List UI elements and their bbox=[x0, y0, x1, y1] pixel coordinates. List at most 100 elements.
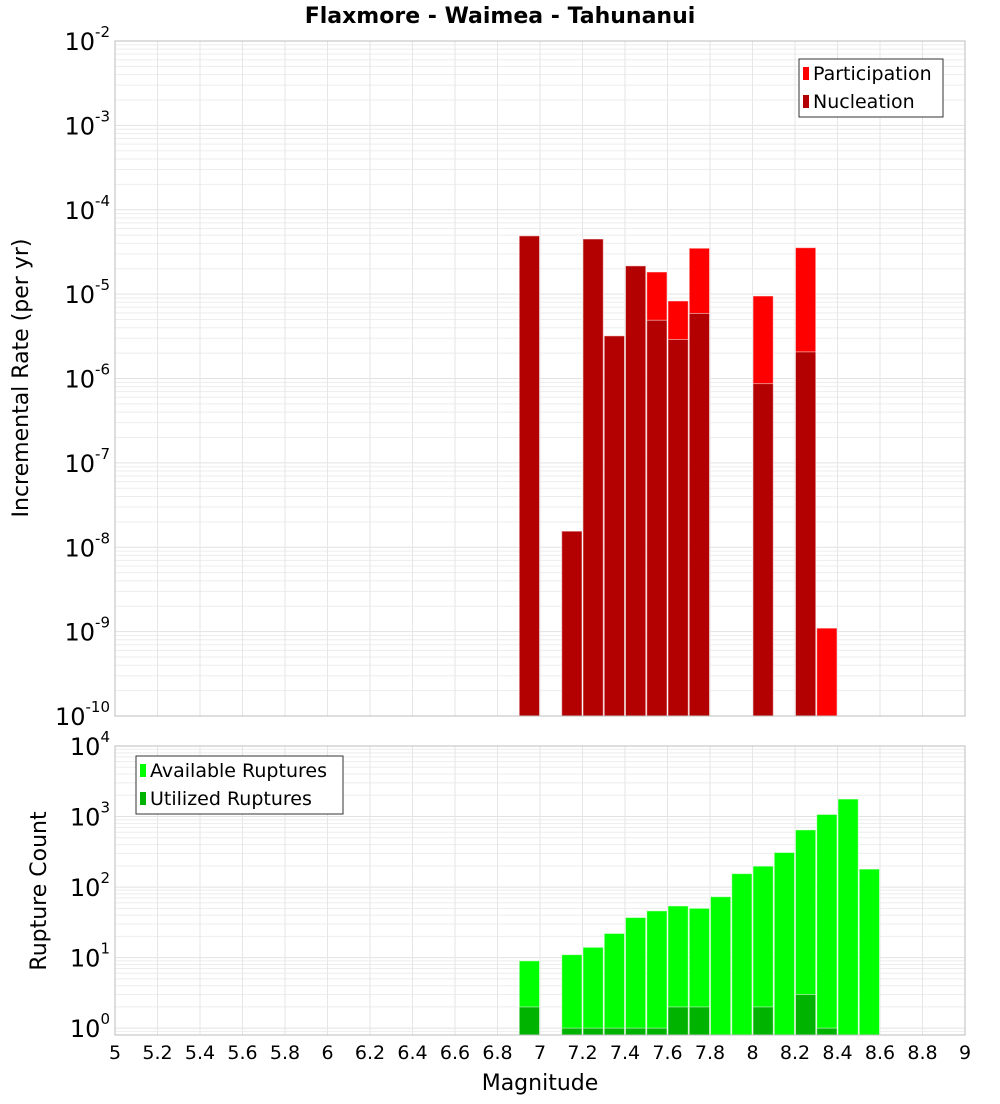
y-tick-base: 10 bbox=[64, 619, 95, 647]
y-tick-base: 10 bbox=[70, 1015, 101, 1043]
y-tick-label: 10-10 bbox=[55, 698, 110, 731]
y-tick-base: 10 bbox=[64, 281, 95, 309]
x-tick-label: 8.6 bbox=[865, 1042, 895, 1064]
x-tick-label: 9 bbox=[959, 1042, 971, 1064]
y-tick-exponent: 2 bbox=[100, 869, 110, 887]
y-tick-exponent: -4 bbox=[95, 192, 110, 210]
bar-nucleation bbox=[795, 351, 817, 717]
x-tick-label: 8.2 bbox=[780, 1042, 810, 1064]
bar-available-ruptures bbox=[561, 954, 583, 1036]
bar-participation bbox=[816, 627, 838, 717]
plot-frame bbox=[114, 40, 966, 717]
x-tick-label: 8.8 bbox=[907, 1042, 937, 1064]
legend-participation: Participation bbox=[813, 63, 932, 85]
y-tick-base: 10 bbox=[64, 450, 95, 478]
bar-utilized-ruptures bbox=[582, 1027, 604, 1036]
top-legend: Participation Nucleation bbox=[798, 58, 944, 118]
x-tick-label: 6.8 bbox=[482, 1042, 512, 1064]
y-tick-base: 10 bbox=[70, 804, 101, 832]
x-tick-label: 7 bbox=[534, 1042, 546, 1064]
bar-nucleation bbox=[646, 319, 668, 717]
bar-nucleation bbox=[561, 530, 583, 717]
chart-title: Flaxmore - Waimea - Tahunanui bbox=[305, 4, 696, 29]
nucleation-swatch bbox=[803, 95, 809, 108]
y-tick-base: 10 bbox=[64, 197, 95, 225]
x-tick-label: 7.2 bbox=[567, 1042, 597, 1064]
y-tick-label: 10-7 bbox=[64, 445, 110, 478]
y-tick-exponent: -6 bbox=[95, 361, 110, 379]
x-tick-label: 8 bbox=[746, 1042, 758, 1064]
bar-utilized-ruptures bbox=[625, 1027, 647, 1036]
y-tick-label: 104 bbox=[70, 728, 110, 761]
y-tick-base: 10 bbox=[55, 703, 86, 731]
y-tick-label: 10-5 bbox=[64, 276, 110, 309]
x-tick-label: 6.4 bbox=[397, 1042, 427, 1064]
y-tick-exponent: -5 bbox=[95, 276, 110, 294]
y-tick-exponent: 3 bbox=[100, 799, 110, 817]
legend-nucleation: Nucleation bbox=[813, 91, 915, 113]
bar-available-ruptures bbox=[731, 873, 753, 1036]
bottom-y-axis-label: Rupture Count bbox=[27, 811, 52, 971]
x-tick-label: 6.2 bbox=[355, 1042, 385, 1064]
top-legend-box bbox=[798, 58, 944, 118]
bar-available-ruptures bbox=[773, 852, 795, 1036]
bar-utilized-ruptures bbox=[816, 1027, 838, 1036]
y-tick-exponent: -3 bbox=[95, 107, 110, 125]
y-tick-exponent: -9 bbox=[95, 614, 110, 632]
y-tick-exponent: -10 bbox=[86, 698, 111, 716]
top-plot: 10-210-310-410-510-610-710-810-910-10 bbox=[55, 23, 966, 731]
participation-swatch bbox=[803, 67, 809, 80]
bar-utilized-ruptures bbox=[795, 994, 817, 1036]
y-tick-exponent: -2 bbox=[95, 23, 110, 41]
y-tick-exponent: -7 bbox=[95, 445, 110, 463]
bar-utilized-ruptures bbox=[518, 1006, 540, 1036]
bar-nucleation bbox=[625, 265, 647, 717]
bar-available-ruptures bbox=[582, 946, 604, 1036]
available-swatch bbox=[140, 764, 146, 777]
x-axis-label: Magnitude bbox=[482, 1071, 599, 1096]
y-tick-label: 100 bbox=[70, 1010, 110, 1043]
legend-available: Available Ruptures bbox=[150, 760, 327, 782]
x-tick-label: 7.6 bbox=[652, 1042, 682, 1064]
bar-utilized-ruptures bbox=[752, 1006, 774, 1036]
bar-nucleation bbox=[518, 235, 540, 717]
y-tick-label: 102 bbox=[70, 869, 110, 902]
y-tick-exponent: -8 bbox=[95, 529, 110, 547]
x-tick-label: 5.4 bbox=[185, 1042, 215, 1064]
bottom-legend-box bbox=[135, 755, 344, 815]
x-tick-label: 5.2 bbox=[142, 1042, 172, 1064]
y-tick-exponent: 0 bbox=[100, 1010, 110, 1028]
y-tick-base: 10 bbox=[70, 733, 101, 761]
bar-nucleation bbox=[603, 335, 625, 717]
x-tick-label: 5 bbox=[109, 1042, 121, 1064]
y-tick-label: 103 bbox=[70, 799, 110, 832]
x-tick-label: 7.8 bbox=[695, 1042, 725, 1064]
bar-available-ruptures bbox=[625, 917, 647, 1036]
bar-available-ruptures bbox=[646, 910, 668, 1036]
plot-frame bbox=[114, 745, 966, 1036]
bar-nucleation bbox=[688, 312, 710, 717]
bar-utilized-ruptures bbox=[688, 1006, 710, 1036]
bar-nucleation bbox=[582, 238, 604, 717]
bar-available-ruptures bbox=[816, 813, 838, 1036]
x-tick-label: 6.6 bbox=[440, 1042, 470, 1064]
y-tick-label: 10-6 bbox=[64, 361, 110, 394]
x-tick-label: 5.8 bbox=[270, 1042, 300, 1064]
bar-available-ruptures bbox=[710, 896, 732, 1036]
y-tick-base: 10 bbox=[64, 366, 95, 394]
y-tick-label: 10-2 bbox=[64, 23, 110, 56]
bar-utilized-ruptures bbox=[646, 1027, 668, 1036]
legend-utilized: Utilized Ruptures bbox=[150, 788, 312, 810]
bar-nucleation bbox=[667, 338, 689, 717]
y-tick-base: 10 bbox=[64, 28, 95, 56]
x-tick-label: 6 bbox=[321, 1042, 333, 1064]
bar-available-ruptures bbox=[858, 868, 880, 1036]
bar-available-ruptures bbox=[837, 798, 859, 1036]
bar-utilized-ruptures bbox=[667, 1006, 689, 1036]
y-tick-label: 10-8 bbox=[64, 529, 110, 562]
y-tick-label: 10-9 bbox=[64, 614, 110, 647]
x-tick-label: 8.4 bbox=[822, 1042, 852, 1064]
utilized-swatch bbox=[140, 792, 146, 805]
